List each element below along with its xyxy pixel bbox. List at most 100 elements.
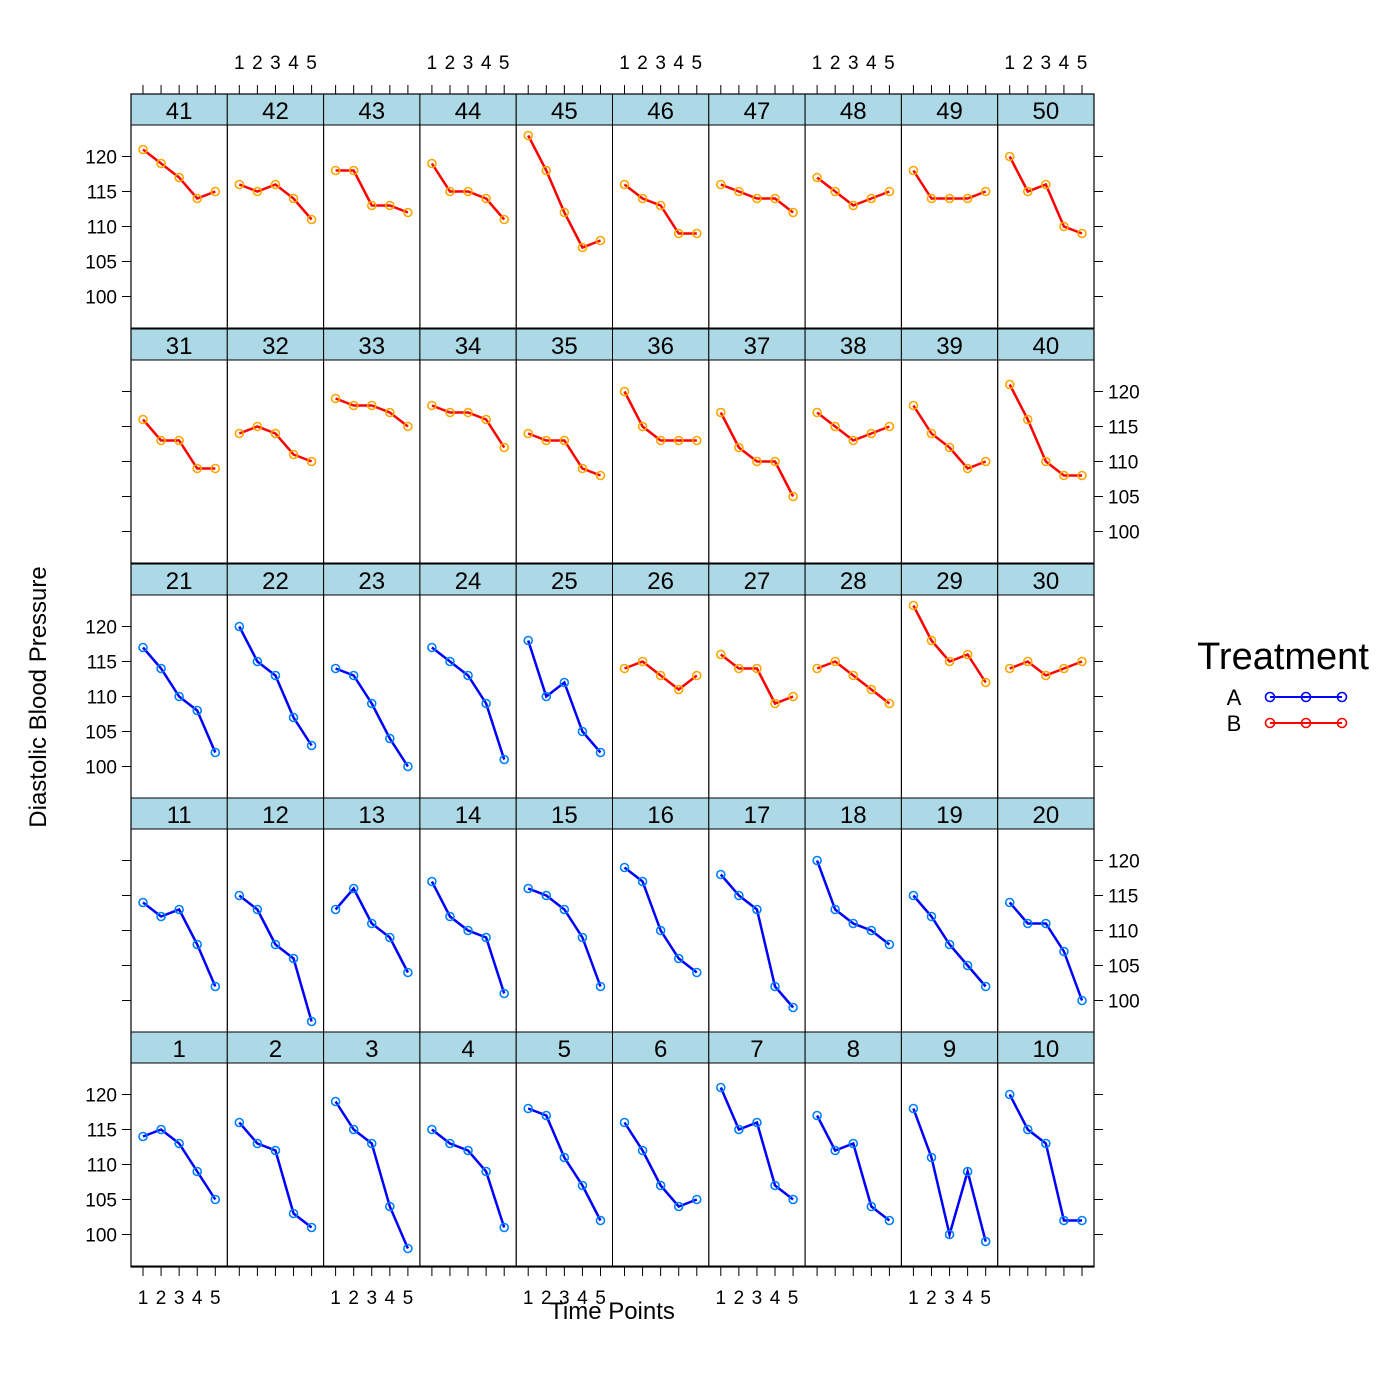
data-point [926,1152,937,1163]
x-tick-label: 4 [288,53,299,74]
panel-frame [515,359,614,564]
data-point [1004,663,1015,674]
data-point [884,421,895,432]
strip-label: 5 [558,1036,571,1063]
series-line [430,880,506,994]
data-point [174,172,184,183]
panel-36: 36 [612,328,710,564]
panel-14: 14 [419,797,517,1033]
data-point [577,242,588,253]
strip-label: 50 [1032,98,1059,125]
x-tick-label: 3 [463,53,474,74]
data-point [385,1201,395,1212]
data-point [980,1236,991,1247]
data-point [1041,456,1051,467]
x-tick-label: 1 [716,1288,727,1309]
series-line [142,901,217,987]
data-point [637,1145,648,1156]
strip-label: 31 [166,333,193,360]
strip-label: 13 [358,802,385,829]
data-point [427,1124,437,1135]
panel-frame [804,359,902,564]
x-tick-label: 3 [559,1288,570,1309]
strip [130,563,228,596]
strip [130,328,228,361]
panel-frame [804,124,902,329]
data-point [348,165,359,176]
data-point [366,698,377,709]
data-point [884,1215,895,1226]
data-point [1004,1089,1015,1100]
data-point [770,456,780,467]
series-line [623,866,698,974]
data-point [1059,470,1069,481]
data-point [138,1131,148,1142]
data-point [691,967,702,978]
data-point [234,428,245,439]
y-tick-label: 120 [85,618,117,639]
series-line [1008,155,1083,235]
panel-frame [226,124,325,329]
data-point [926,428,937,439]
series-line [142,418,216,470]
data-point [926,193,937,204]
data-point [306,214,317,225]
strip [515,563,614,596]
data-point [619,1117,630,1128]
data-point [1077,995,1087,1006]
panel-6: 6 [612,1031,710,1267]
series-line [816,411,890,442]
data-point [330,393,341,404]
data-point [752,193,762,204]
panel-frame [997,1062,1095,1267]
x-tick-label: 3 [1041,53,1052,74]
data-point [1022,1124,1033,1135]
panel-22: 22 [226,563,325,799]
strip-label: 30 [1032,568,1059,595]
data-point [908,1103,919,1114]
x-tick-label: 2 [348,1288,359,1309]
data-point [637,421,648,432]
panel-17: 17 [708,797,806,1033]
panel-frame [708,124,806,329]
x-tick-label: 4 [192,1288,203,1309]
data-point [848,1138,859,1149]
strip-label: 34 [455,333,482,360]
strip [226,797,325,830]
data-point [908,890,919,901]
data-point [481,698,491,709]
y-tick-label: 105 [85,1191,117,1212]
data-point [523,883,534,894]
x-tick-label: 1 [427,53,438,74]
panel-45: 45 [515,93,614,329]
data-point [210,186,221,197]
data-point [595,747,606,758]
strip-label: 35 [551,333,578,360]
strip [900,797,999,830]
y-tick-label: 110 [1108,922,1138,943]
y-tick-label: 120 [1108,383,1140,404]
data-point [541,435,552,446]
data-point [1041,179,1051,190]
data-point [752,663,762,674]
panel-47: 47 [708,93,806,329]
strip-label: 6 [654,1036,667,1063]
strip-label: 45 [551,98,578,125]
panel-frame [323,359,421,564]
series-line [431,1128,506,1228]
series-line [238,625,313,747]
strip-label: 37 [744,333,771,360]
data-point [812,407,822,418]
panel-frame [323,828,421,1033]
data-point [523,428,534,439]
series-line [1008,1093,1082,1222]
data-point [156,1124,166,1135]
strip-label: 9 [943,1036,956,1063]
data-point [481,1166,491,1177]
data-point [306,1222,317,1233]
data-point [715,179,726,190]
data-point [523,130,534,141]
series-line [142,148,216,200]
data-point [655,670,666,681]
